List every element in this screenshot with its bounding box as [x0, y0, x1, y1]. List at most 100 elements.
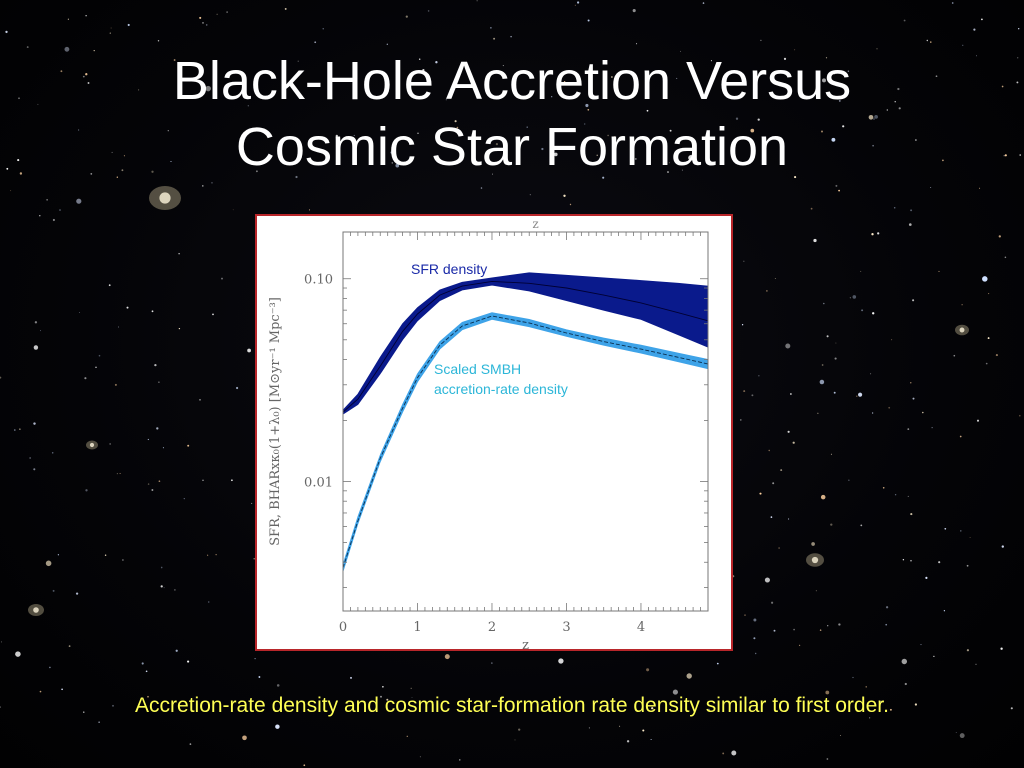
star — [838, 189, 840, 192]
star — [1001, 85, 1004, 88]
star — [822, 78, 826, 83]
star — [736, 704, 738, 706]
star — [785, 343, 791, 349]
star — [871, 233, 874, 236]
star — [64, 46, 70, 52]
star — [995, 354, 998, 357]
star — [702, 2, 705, 4]
star — [39, 215, 41, 217]
star — [553, 152, 558, 157]
y-tick-label: 0.10 — [304, 273, 333, 288]
star — [1000, 647, 1003, 650]
star — [518, 728, 521, 731]
star — [551, 96, 553, 98]
star — [893, 207, 896, 209]
star — [744, 614, 746, 616]
star — [976, 419, 980, 422]
star — [889, 708, 892, 711]
star — [830, 453, 832, 455]
star — [187, 444, 190, 447]
star — [454, 120, 457, 123]
star — [558, 658, 564, 664]
star — [405, 15, 408, 18]
star — [830, 523, 833, 526]
star — [231, 479, 233, 482]
chart-plot: 0 1 2 3 4 0.01 0.10 z z SFR, BHARxκ₀(1+λ₀) [M⊙yr⁻… — [268, 217, 709, 649]
star — [935, 75, 938, 78]
star — [526, 126, 528, 128]
x-tick-label: 3 — [562, 620, 570, 635]
star — [975, 663, 977, 665]
star — [842, 125, 845, 128]
star — [959, 733, 965, 739]
star — [669, 129, 672, 132]
star — [688, 155, 694, 161]
star — [681, 169, 683, 171]
star — [17, 159, 20, 162]
star — [966, 564, 969, 567]
star — [187, 660, 190, 663]
star — [790, 393, 792, 395]
star — [202, 185, 204, 187]
slide-caption: Accretion-rate density and cosmic star-f… — [135, 694, 889, 717]
star — [308, 209, 311, 211]
star — [138, 89, 140, 91]
star — [982, 276, 988, 282]
star — [418, 58, 421, 60]
star — [93, 49, 95, 52]
star — [563, 81, 566, 83]
star — [877, 232, 880, 235]
star — [642, 729, 645, 732]
star — [170, 160, 172, 163]
star — [1019, 154, 1021, 156]
galaxy-core — [33, 607, 39, 613]
star — [962, 44, 964, 46]
star — [607, 134, 609, 137]
star — [322, 28, 324, 30]
star — [569, 203, 572, 206]
star — [444, 654, 450, 660]
star — [253, 558, 255, 560]
star — [422, 69, 425, 72]
star — [85, 15, 87, 17]
star — [95, 366, 97, 369]
star — [151, 170, 154, 173]
star — [942, 159, 944, 162]
star — [147, 695, 149, 698]
star — [722, 752, 725, 755]
star — [207, 554, 209, 556]
star — [205, 24, 208, 26]
star — [787, 430, 790, 433]
star — [821, 130, 823, 133]
star — [772, 482, 775, 485]
title-line-1: Black-Hole Accretion Versus — [172, 51, 852, 111]
star — [931, 427, 933, 429]
star — [118, 326, 119, 328]
star — [960, 530, 962, 532]
star — [495, 143, 498, 146]
star — [39, 690, 42, 693]
star — [0, 376, 2, 379]
star — [110, 27, 112, 29]
star — [882, 486, 885, 489]
star — [10, 190, 12, 192]
star — [40, 330, 41, 332]
star — [817, 412, 819, 414]
star — [258, 676, 261, 678]
x-tick-label: 1 — [413, 620, 421, 635]
star — [147, 483, 150, 485]
star — [897, 87, 900, 91]
star — [764, 577, 770, 583]
star — [755, 652, 757, 655]
star — [1001, 545, 1004, 548]
star — [90, 173, 93, 175]
star — [869, 717, 871, 719]
star — [510, 35, 512, 38]
star — [596, 154, 598, 156]
star — [871, 412, 874, 414]
star — [154, 363, 157, 367]
star — [314, 41, 317, 44]
galaxy-core — [811, 556, 819, 564]
series-center-line-smbh — [342, 315, 709, 569]
star — [158, 381, 160, 384]
